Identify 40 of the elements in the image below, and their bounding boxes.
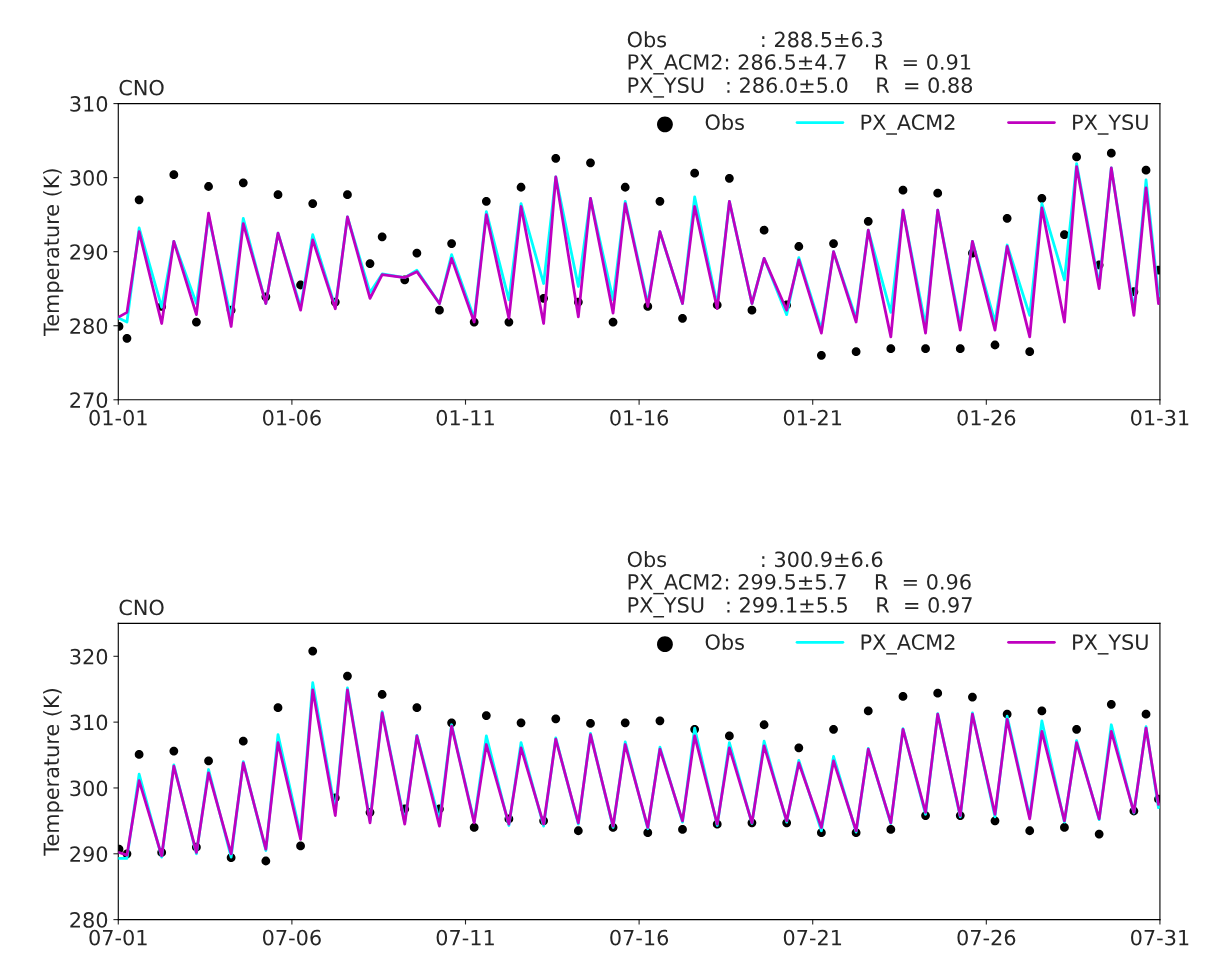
y-axis-title: Temperature (K)	[43, 689, 64, 856]
x-tick-label: 07-16	[610, 929, 669, 946]
x-tick-label: 07-01	[89, 929, 147, 946]
y-tick-label: 280	[70, 912, 108, 928]
x-tick-label: 01-26	[957, 409, 1016, 426]
y-axis-title: Temperature (K)	[43, 169, 64, 336]
text: PX_YSU : 286.0±5.0 R = 0.88	[628, 77, 973, 98]
text: Obs : 300.9±6.6	[627, 551, 883, 568]
legend-label: PX_ACM2	[861, 634, 955, 655]
y-tick-label: 310	[70, 96, 108, 112]
y-tick-label: 280	[70, 318, 108, 334]
x-tick-label: 01-11	[436, 409, 494, 426]
y-tick-label: 290	[70, 846, 108, 862]
x-tick-label: 01-16	[610, 409, 669, 426]
text: PX_ACM2: 299.5±5.7 R = 0.96	[628, 573, 971, 595]
x-tick-label: 01-21	[783, 409, 842, 426]
legend-label: PX_ACM2	[861, 114, 955, 135]
y-tick-label: 290	[70, 244, 108, 260]
x-tick-label: 01-31	[1131, 409, 1189, 426]
text: PX_ACM2: 286.5±4.7 R = 0.91	[628, 54, 971, 75]
text: Obs : 288.5±6.3	[627, 31, 882, 48]
x-tick-label: 07-31	[1131, 929, 1189, 946]
legend-label: Obs	[705, 633, 744, 650]
y-tick-label: 270	[70, 392, 108, 408]
y-tick-label: 300	[70, 170, 108, 186]
x-tick-label: 07-11	[436, 929, 494, 946]
y-tick-label: 320	[70, 648, 108, 665]
text: PX_YSU : 299.1±5.5 R = 0.97	[628, 597, 972, 618]
y-tick-label: 310	[70, 714, 108, 731]
x-tick-label: 01-06	[263, 409, 321, 426]
y-tick-label: 300	[70, 780, 108, 797]
legend-label: Obs	[705, 113, 744, 131]
legend-label: PX_YSU	[1073, 634, 1148, 655]
chart-title: CNO	[119, 599, 164, 616]
chart-title: CNO	[119, 79, 164, 96]
x-tick-label: 07-26	[957, 929, 1016, 946]
x-tick-label: 07-21	[783, 929, 842, 946]
x-tick-label: 07-06	[263, 929, 321, 946]
legend-label: PX_YSU	[1073, 114, 1148, 135]
x-tick-label: 01-01	[89, 409, 147, 426]
